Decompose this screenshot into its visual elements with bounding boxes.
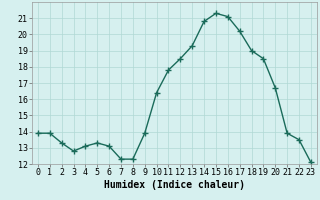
X-axis label: Humidex (Indice chaleur): Humidex (Indice chaleur) <box>104 180 245 190</box>
